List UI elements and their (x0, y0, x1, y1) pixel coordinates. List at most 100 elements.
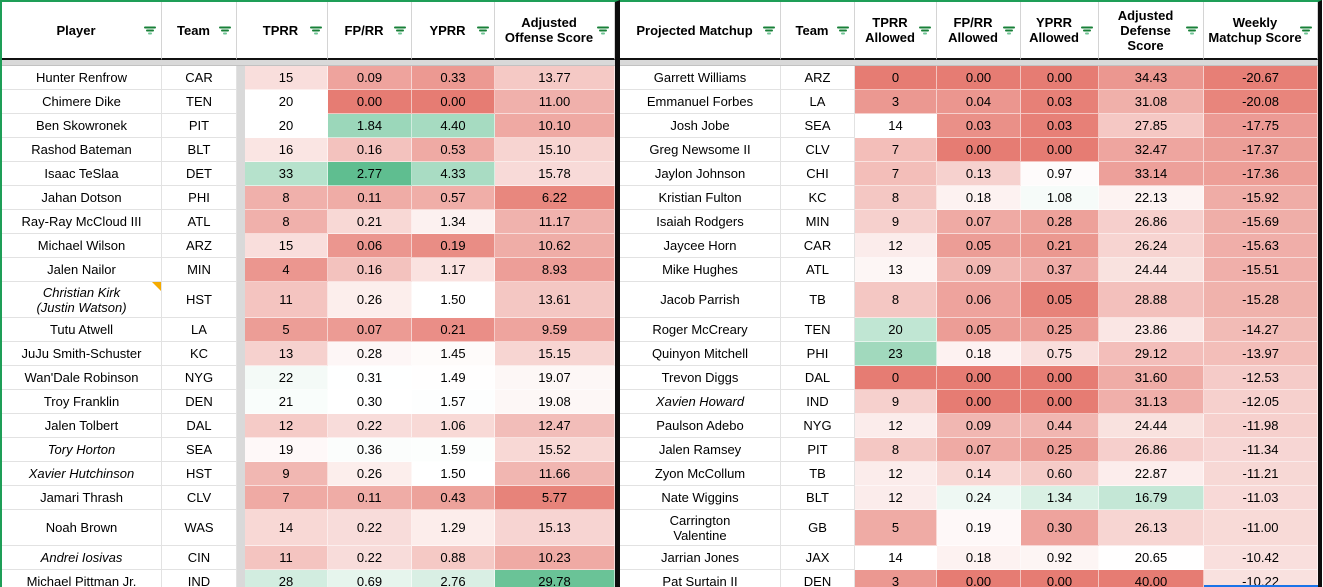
column-header-tprr[interactable]: TPRR (245, 2, 328, 60)
cell-fp-rr-allowed[interactable]: 0.00 (937, 66, 1021, 90)
cell-team[interactable]: DEN (162, 390, 237, 414)
cell-player[interactable]: Jahan Dotson (2, 186, 162, 210)
cell-fp-rr-allowed[interactable]: 0.00 (937, 570, 1021, 587)
cell-adjusted-defense-score[interactable]: 16.79 (1099, 486, 1204, 510)
cell-fp-rr[interactable]: 0.21 (328, 210, 412, 234)
column-header-team[interactable]: Team (781, 2, 855, 60)
cell-weekly-matchup-score[interactable]: -15.63 (1204, 234, 1318, 258)
cell-team[interactable]: DET (162, 162, 237, 186)
cell-tprr[interactable]: 11 (245, 282, 328, 318)
cell-player[interactable]: Jamari Thrash (2, 486, 162, 510)
cell-projected-matchup[interactable]: Greg Newsome II (620, 138, 781, 162)
filter-icon[interactable] (309, 25, 323, 36)
cell-player[interactable]: Michael Pittman Jr. (2, 570, 162, 587)
cell-fp-rr[interactable]: 0.11 (328, 486, 412, 510)
cell-yprr[interactable]: 2.76 (412, 570, 495, 587)
cell-tprr-allowed[interactable]: 23 (855, 342, 937, 366)
cell-adjusted-offense-score[interactable]: 13.61 (495, 282, 615, 318)
cell-team[interactable]: SEA (162, 438, 237, 462)
cell-team[interactable]: DAL (162, 414, 237, 438)
cell-projected-matchup[interactable]: Emmanuel Forbes (620, 90, 781, 114)
cell-team[interactable]: LA (162, 318, 237, 342)
cell-tprr[interactable]: 28 (245, 570, 328, 587)
cell-yprr-allowed[interactable]: 0.30 (1021, 510, 1099, 546)
column-header-tprr-allowed[interactable]: TPRR Allowed (855, 2, 937, 60)
cell-tprr-allowed[interactable]: 8 (855, 438, 937, 462)
cell-player[interactable]: Isaac TeSlaa (2, 162, 162, 186)
cell-team[interactable]: PHI (781, 342, 855, 366)
cell-team[interactable]: HST (162, 282, 237, 318)
cell-player[interactable]: Tutu Atwell (2, 318, 162, 342)
cell-fp-rr-allowed[interactable]: 0.18 (937, 546, 1021, 570)
cell-yprr[interactable]: 1.17 (412, 258, 495, 282)
cell-fp-rr-allowed[interactable]: 0.14 (937, 462, 1021, 486)
cell-fp-rr-allowed[interactable]: 0.00 (937, 390, 1021, 414)
cell-yprr[interactable]: 0.00 (412, 90, 495, 114)
cell-team[interactable]: BLT (781, 486, 855, 510)
cell-projected-matchup[interactable]: Garrett Williams (620, 66, 781, 90)
cell-yprr[interactable]: 0.53 (412, 138, 495, 162)
cell-fp-rr[interactable]: 0.16 (328, 258, 412, 282)
cell-fp-rr-allowed[interactable]: 0.18 (937, 186, 1021, 210)
cell-weekly-matchup-score[interactable]: -17.36 (1204, 162, 1318, 186)
cell-adjusted-defense-score[interactable]: 32.47 (1099, 138, 1204, 162)
cell-adjusted-offense-score[interactable]: 10.62 (495, 234, 615, 258)
cell-yprr[interactable]: 0.43 (412, 486, 495, 510)
cell-adjusted-defense-score[interactable]: 31.08 (1099, 90, 1204, 114)
cell-tprr-allowed[interactable]: 12 (855, 462, 937, 486)
cell-fp-rr[interactable]: 0.00 (328, 90, 412, 114)
cell-fp-rr-allowed[interactable]: 0.05 (937, 318, 1021, 342)
cell-team[interactable]: PIT (781, 438, 855, 462)
cell-weekly-matchup-score[interactable]: -15.92 (1204, 186, 1318, 210)
cell-tprr-allowed[interactable]: 8 (855, 186, 937, 210)
cell-team[interactable]: TEN (162, 90, 237, 114)
cell-fp-rr[interactable]: 0.69 (328, 570, 412, 587)
cell-projected-matchup[interactable]: Kristian Fulton (620, 186, 781, 210)
cell-tprr[interactable]: 8 (245, 186, 328, 210)
cell-fp-rr[interactable]: 0.26 (328, 282, 412, 318)
cell-yprr-allowed[interactable]: 0.60 (1021, 462, 1099, 486)
cell-weekly-matchup-score[interactable]: -11.98 (1204, 414, 1318, 438)
cell-team[interactable]: ATL (781, 258, 855, 282)
cell-adjusted-defense-score[interactable]: 40.00 (1099, 570, 1204, 587)
cell-tprr-allowed[interactable]: 5 (855, 510, 937, 546)
cell-tprr-allowed[interactable]: 14 (855, 546, 937, 570)
cell-team[interactable]: MIN (162, 258, 237, 282)
cell-player[interactable]: Tory Horton (2, 438, 162, 462)
cell-tprr[interactable]: 33 (245, 162, 328, 186)
cell-team[interactable]: PHI (162, 186, 237, 210)
cell-tprr[interactable]: 14 (245, 510, 328, 546)
cell-fp-rr[interactable]: 0.06 (328, 234, 412, 258)
cell-adjusted-offense-score[interactable]: 10.10 (495, 114, 615, 138)
cell-adjusted-defense-score[interactable]: 29.12 (1099, 342, 1204, 366)
cell-weekly-matchup-score[interactable]: -15.69 (1204, 210, 1318, 234)
column-header-yprr[interactable]: YPRR (412, 2, 495, 60)
cell-tprr-allowed[interactable]: 12 (855, 486, 937, 510)
cell-adjusted-offense-score[interactable]: 29.78 (495, 570, 615, 587)
cell-adjusted-offense-score[interactable]: 13.77 (495, 66, 615, 90)
cell-yprr[interactable]: 1.29 (412, 510, 495, 546)
cell-projected-matchup[interactable]: Xavien Howard (620, 390, 781, 414)
cell-yprr-allowed[interactable]: 0.28 (1021, 210, 1099, 234)
cell-yprr-allowed[interactable]: 1.08 (1021, 186, 1099, 210)
filter-icon[interactable] (596, 25, 610, 36)
cell-weekly-matchup-score[interactable]: -17.37 (1204, 138, 1318, 162)
cell-fp-rr-allowed[interactable]: 0.00 (937, 138, 1021, 162)
cell-yprr-allowed[interactable]: 0.25 (1021, 318, 1099, 342)
cell-weekly-matchup-score[interactable]: -13.97 (1204, 342, 1318, 366)
cell-projected-matchup[interactable]: Jacob Parrish (620, 282, 781, 318)
cell-weekly-matchup-score[interactable]: -15.51 (1204, 258, 1318, 282)
cell-tprr[interactable]: 21 (245, 390, 328, 414)
cell-adjusted-defense-score[interactable]: 22.13 (1099, 186, 1204, 210)
cell-yprr[interactable]: 0.33 (412, 66, 495, 90)
cell-fp-rr[interactable]: 0.30 (328, 390, 412, 414)
cell-tprr-allowed[interactable]: 3 (855, 570, 937, 587)
column-header-adjusted-defense-score[interactable]: Adjusted Defense Score (1099, 2, 1204, 60)
cell-tprr-allowed[interactable]: 13 (855, 258, 937, 282)
cell-adjusted-offense-score[interactable]: 11.66 (495, 462, 615, 486)
cell-yprr-allowed[interactable]: 1.34 (1021, 486, 1099, 510)
cell-player[interactable]: Chimere Dike (2, 90, 162, 114)
cell-team[interactable]: KC (162, 342, 237, 366)
cell-player[interactable]: Troy Franklin (2, 390, 162, 414)
cell-fp-rr-allowed[interactable]: 0.09 (937, 258, 1021, 282)
